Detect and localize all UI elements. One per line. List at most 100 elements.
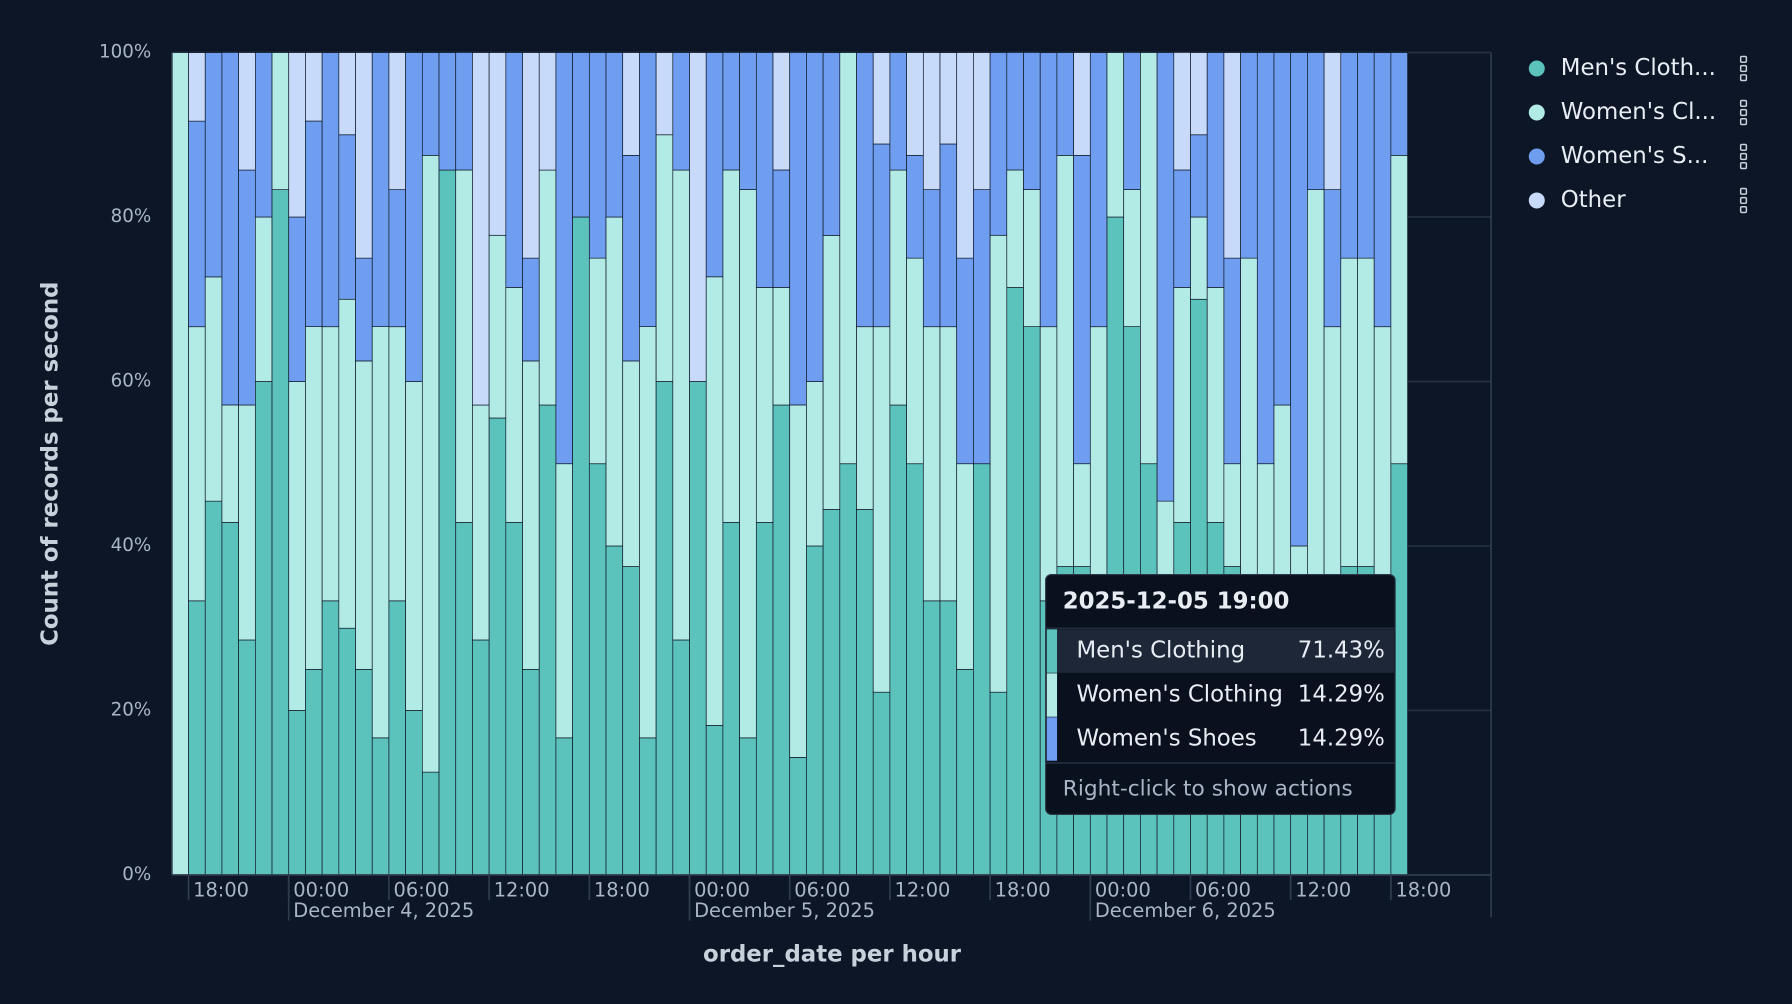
bar-segment[interactable] <box>889 169 907 406</box>
bar-segment[interactable] <box>538 404 557 876</box>
bar-segment[interactable] <box>772 287 791 406</box>
bar-segment[interactable] <box>305 326 323 670</box>
legend-item[interactable]: Other <box>1528 187 1626 213</box>
bar-segment[interactable] <box>388 600 406 876</box>
bar-segment[interactable] <box>338 52 356 136</box>
bar-segment[interactable] <box>522 52 540 259</box>
bar-segment[interactable] <box>305 52 323 122</box>
bar-segment[interactable] <box>1323 326 1342 602</box>
bar-segment[interactable] <box>1390 154 1408 465</box>
bar-segment[interactable] <box>939 600 958 876</box>
bar-segment[interactable] <box>739 737 757 876</box>
bar-segment[interactable] <box>238 52 256 171</box>
bar-segment[interactable] <box>355 360 373 670</box>
bar-segment[interactable] <box>1373 326 1392 602</box>
legend-item[interactable]: Men's Cloth... <box>1528 55 1716 81</box>
bar-segment[interactable] <box>739 189 757 739</box>
bar-segment[interactable] <box>1006 52 1024 171</box>
bar-segment[interactable] <box>204 52 223 278</box>
bar-segment[interactable] <box>472 639 490 876</box>
bar-segment[interactable] <box>421 771 440 876</box>
bar-segment[interactable] <box>889 52 907 171</box>
bar-segment[interactable] <box>872 691 891 876</box>
bar-segment[interactable] <box>605 216 624 547</box>
bar-segment[interactable] <box>989 234 1008 693</box>
bar-segment[interactable] <box>1307 189 1325 602</box>
bar-segment[interactable] <box>288 381 306 711</box>
bar-segment[interactable] <box>1357 257 1375 567</box>
bar-segment[interactable] <box>472 52 490 406</box>
bar-segment[interactable] <box>1190 52 1208 136</box>
bar-segment[interactable] <box>789 52 807 406</box>
bar-segment[interactable] <box>939 52 958 145</box>
bar-segment[interactable] <box>1006 287 1024 876</box>
bar-segment[interactable] <box>1056 52 1074 156</box>
bar-segment[interactable] <box>789 757 807 876</box>
bar-segment[interactable] <box>973 52 991 190</box>
bar-segment[interactable] <box>371 326 390 739</box>
bar-segment[interactable] <box>822 509 841 876</box>
bar-segment[interactable] <box>1307 52 1325 190</box>
bar-segment[interactable] <box>1240 52 1258 259</box>
bar-segment[interactable] <box>505 52 523 288</box>
bar-segment[interactable] <box>856 326 874 510</box>
bar-segment[interactable] <box>505 287 523 523</box>
bar-segment[interactable] <box>973 463 991 876</box>
bar-segment[interactable] <box>655 134 674 382</box>
bar-segment[interactable] <box>1290 52 1308 547</box>
bar-segment[interactable] <box>622 360 640 567</box>
bar-segment[interactable] <box>922 326 941 602</box>
bar-segment[interactable] <box>254 52 273 218</box>
bar-segment[interactable] <box>321 52 340 328</box>
bar-segment[interactable] <box>421 52 440 156</box>
bar-segment[interactable] <box>722 522 740 876</box>
bar-segment[interactable] <box>1323 189 1342 328</box>
legend-item[interactable]: Women's Cl... <box>1528 99 1716 125</box>
bar-segment[interactable] <box>655 52 674 136</box>
bar-segment[interactable] <box>238 639 256 876</box>
bar-segment[interactable] <box>1039 52 1058 328</box>
bar-segment[interactable] <box>1173 52 1191 171</box>
bar-segment[interactable] <box>555 463 573 739</box>
bar-segment[interactable] <box>1206 287 1225 523</box>
bar-segment[interactable] <box>872 326 891 693</box>
bar-segment[interactable] <box>1340 257 1358 567</box>
bar-segment[interactable] <box>772 169 791 288</box>
bar-segment[interactable] <box>405 710 423 876</box>
bar-segment[interactable] <box>572 52 590 218</box>
bar-segment[interactable] <box>1106 52 1125 218</box>
bar-segment[interactable] <box>1323 52 1342 190</box>
bar-segment[interactable] <box>438 52 457 171</box>
bar-segment[interactable] <box>956 668 974 876</box>
bar-segment[interactable] <box>672 169 690 641</box>
bar-segment[interactable] <box>588 463 607 876</box>
bar-segment[interactable] <box>1006 169 1024 288</box>
bar-segment[interactable] <box>1223 463 1241 567</box>
bar-segment[interactable] <box>538 169 557 406</box>
bar-segment[interactable] <box>188 600 206 876</box>
bar-segment[interactable] <box>1156 52 1175 502</box>
bar-segment[interactable] <box>856 509 874 876</box>
bar-segment[interactable] <box>973 189 991 465</box>
bar-segment[interactable] <box>605 545 624 876</box>
bar-segment[interactable] <box>622 566 640 876</box>
bar-segment[interactable] <box>1223 257 1241 465</box>
bar-segment[interactable] <box>188 326 206 602</box>
legend-menu[interactable] <box>1739 187 1748 214</box>
bar-segment[interactable] <box>1206 52 1225 288</box>
bar-segment[interactable] <box>722 169 740 523</box>
bar-segment[interactable] <box>371 52 390 327</box>
bar-segment[interactable] <box>388 189 406 328</box>
bar-segment[interactable] <box>639 737 657 876</box>
bar-segment[interactable] <box>872 52 891 145</box>
bar-segment[interactable] <box>455 52 473 171</box>
bar-segment[interactable] <box>221 52 239 406</box>
bar-segment[interactable] <box>672 52 690 171</box>
bar-segment[interactable] <box>789 404 807 758</box>
bar-segment[interactable] <box>939 143 958 328</box>
bar-segment[interactable] <box>388 52 406 190</box>
bar-segment[interactable] <box>705 725 724 876</box>
bar-segment[interactable] <box>989 691 1008 876</box>
bar-segment[interactable] <box>672 639 690 876</box>
bar-segment[interactable] <box>1273 52 1292 406</box>
